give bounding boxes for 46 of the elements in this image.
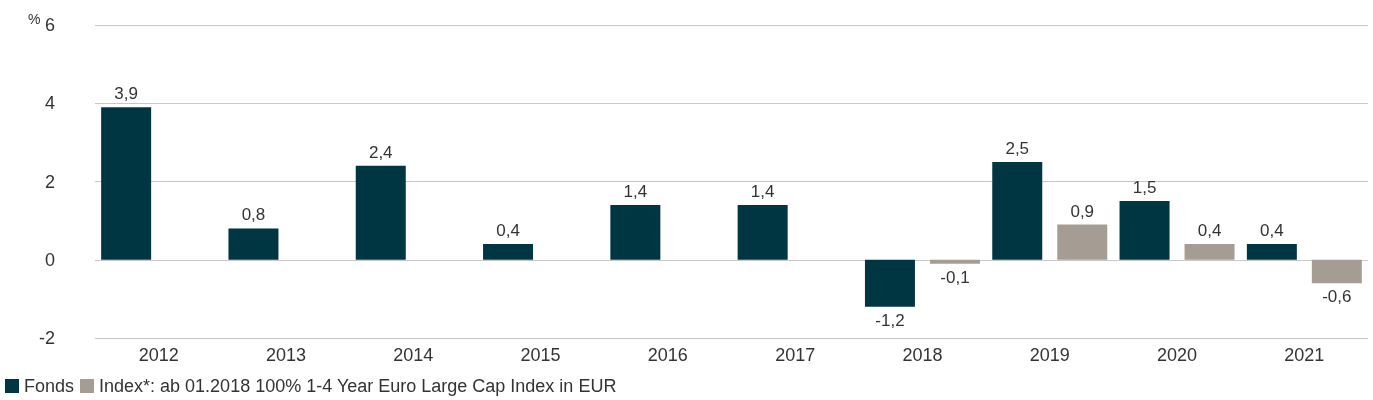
x-tick-label: 2017 [775,345,816,365]
x-tick-label: 2015 [520,345,561,365]
x-tick-label: 2021 [1284,345,1325,365]
y-axis-title: % [28,11,41,27]
x-tick-label: 2019 [1029,345,1070,365]
x-tick-label: 2016 [647,345,688,365]
y-tick-label: 2 [44,171,55,192]
data-label: 0,4 [496,221,520,241]
bar [483,244,534,260]
bar [1184,244,1235,260]
data-label: -0,1 [940,267,970,287]
bar [1119,201,1170,260]
y-tick-label: -2 [38,328,55,348]
x-tick-label: 2018 [902,345,943,365]
bar [1057,224,1108,260]
bar [355,165,406,260]
x-tick-label: 2020 [1157,345,1198,365]
bar [929,259,980,264]
bar [737,204,788,260]
data-label: 0,4 [1260,221,1284,241]
y-tick-label: 4 [44,93,55,114]
data-label: 1,4 [623,181,648,201]
x-tick-label: 2014 [393,345,434,365]
bar [1246,244,1297,260]
x-tick-label: 2012 [138,345,179,365]
y-tick-label: 6 [44,15,55,35]
data-label: 0,9 [1070,201,1095,221]
bar [101,107,152,260]
bar [992,161,1043,260]
data-label: 0,4 [1197,221,1222,241]
bar [1311,259,1362,284]
data-label: 2,4 [368,142,393,162]
legend-label: Index*: ab 01.2018 100% 1-4 Year Euro Large Cap Index in EUR [99,376,617,396]
data-label: 3,9 [114,84,138,104]
bar [864,259,915,307]
bar [610,204,661,260]
data-label: -1,2 [875,310,905,330]
data-label: -0,6 [1322,287,1352,307]
legend-label: Fonds [24,376,75,396]
data-label: 1,5 [1132,178,1157,198]
data-label: 1,4 [750,181,775,201]
bar [228,228,279,260]
x-tick-label: 2013 [265,345,306,365]
data-label: 0,8 [241,205,266,225]
data-label: 2,5 [1005,138,1030,158]
y-tick-label: 0 [44,249,55,270]
